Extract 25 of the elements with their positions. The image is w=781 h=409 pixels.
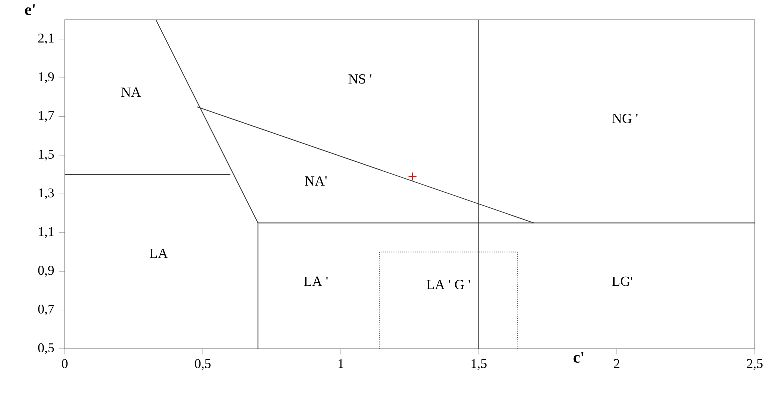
y-axis-title: e' (25, 4, 36, 16)
annotation: LA (150, 248, 168, 258)
y-tick-label: 1,1 (39, 227, 54, 238)
x-axis-title: c' (574, 352, 584, 363)
annotation: LA ' (304, 276, 328, 286)
y-tick-label: 2,1 (38, 34, 54, 45)
annotation: LG' (612, 276, 633, 286)
annotation: NA (122, 88, 142, 97)
x-tick-label: 0 (62, 359, 68, 368)
x-tick-label: 2,5 (747, 359, 763, 370)
y-tick-label: 1,3 (39, 188, 54, 200)
y-tick-label: 1,7 (39, 111, 54, 122)
annotation: NG ' (612, 114, 638, 124)
x-tick-label: 1,5 (472, 359, 487, 370)
x-tick-label: 0,5 (195, 359, 211, 370)
annotation: LA ' G ' (426, 280, 470, 290)
y-tick-label: 0,9 (38, 266, 54, 278)
x-tick-label: 1 (338, 359, 344, 368)
y-tick-label: 1,5 (39, 150, 54, 161)
x-tick-label: 2 (614, 359, 620, 368)
annotation: NA' (305, 176, 327, 186)
y-tick-label: 1,9 (39, 72, 54, 84)
y-tick-label: 0,7 (38, 304, 54, 316)
y-tick-label: 0,5 (38, 344, 54, 354)
annotation: NS ' (348, 74, 372, 84)
